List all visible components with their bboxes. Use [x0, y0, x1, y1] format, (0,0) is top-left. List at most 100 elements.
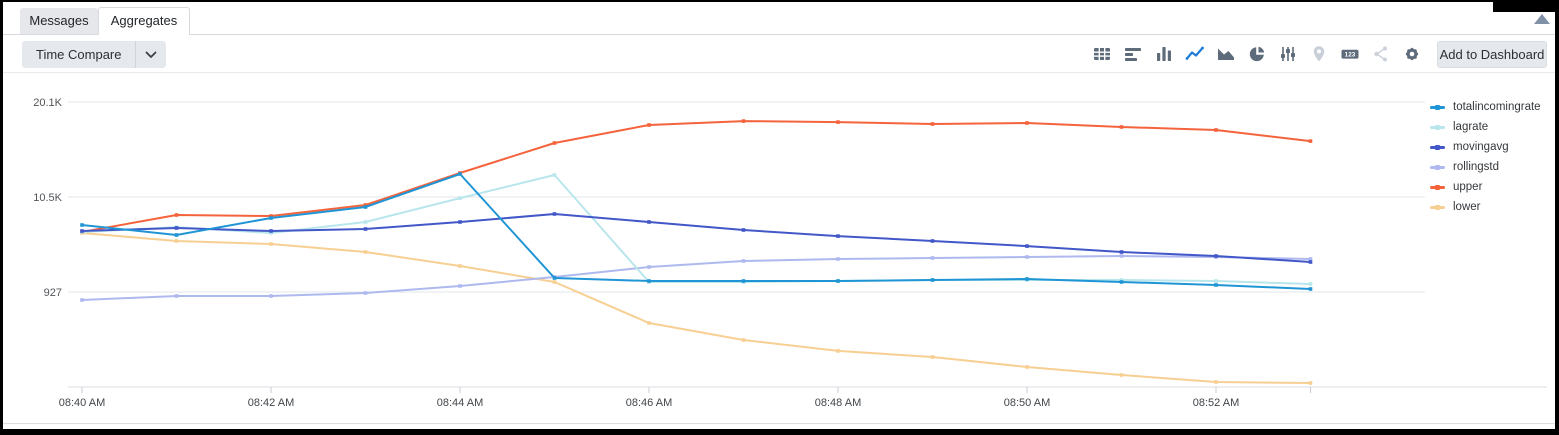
data-point-marker[interactable]	[1025, 121, 1029, 125]
data-point-marker[interactable]	[174, 239, 179, 243]
tab-aggregates[interactable]: Aggregates	[98, 7, 190, 35]
data-point-marker[interactable]	[836, 120, 840, 124]
data-point-marker[interactable]	[552, 141, 557, 145]
data-point-marker[interactable]	[1025, 365, 1029, 369]
data-point-marker[interactable]	[1119, 254, 1124, 258]
data-point-marker[interactable]	[174, 226, 179, 230]
data-point-marker[interactable]	[552, 276, 557, 280]
map-pin-icon[interactable]	[1309, 44, 1329, 64]
data-point-marker[interactable]	[836, 257, 840, 261]
data-point-marker[interactable]	[458, 220, 462, 224]
data-point-marker[interactable]	[1119, 280, 1124, 284]
data-point-marker[interactable]	[930, 256, 935, 260]
data-point-marker[interactable]	[1214, 279, 1218, 283]
data-point-marker[interactable]	[363, 205, 368, 209]
data-point-marker[interactable]	[458, 196, 462, 200]
data-point-marker[interactable]	[741, 338, 746, 342]
data-point-marker[interactable]	[363, 220, 368, 224]
data-point-marker[interactable]	[363, 291, 368, 295]
legend-swatch	[1430, 144, 1445, 150]
data-point-marker[interactable]	[269, 231, 273, 235]
collapse-panel-icon[interactable]	[1534, 14, 1550, 24]
sliders-icon[interactable]	[1278, 44, 1298, 64]
data-point-marker[interactable]	[1308, 257, 1313, 261]
data-point-marker[interactable]	[1025, 255, 1029, 259]
tab-messages[interactable]: Messages	[20, 8, 98, 34]
cluster-icon[interactable]	[1371, 44, 1391, 64]
line-chart-icon[interactable]	[1185, 44, 1205, 64]
legend-item-rollingstd[interactable]: rollingstd	[1430, 157, 1541, 177]
data-point-marker[interactable]	[1214, 380, 1218, 384]
data-point-marker[interactable]	[269, 242, 273, 246]
data-point-marker[interactable]	[1214, 128, 1218, 132]
data-point-marker[interactable]	[458, 264, 462, 268]
data-point-marker[interactable]	[930, 355, 935, 359]
data-point-marker[interactable]	[930, 239, 935, 243]
data-point-marker[interactable]	[174, 233, 179, 237]
data-point-marker[interactable]	[741, 259, 746, 263]
data-point-marker[interactable]	[1119, 250, 1124, 254]
x-axis-tick-label: 08:46 AM	[626, 397, 672, 409]
data-point-marker[interactable]	[80, 298, 84, 302]
data-point-marker[interactable]	[458, 172, 462, 176]
data-point-marker[interactable]	[930, 122, 935, 126]
data-point-marker[interactable]	[552, 280, 557, 284]
data-point-marker[interactable]	[1119, 278, 1124, 282]
series-totalincomingrate	[80, 172, 1313, 291]
data-point-marker[interactable]	[1308, 381, 1313, 385]
add-to-dashboard-button[interactable]: Add to Dashboard	[1437, 41, 1547, 68]
data-point-marker[interactable]	[1025, 277, 1029, 281]
aggregates-line-chart[interactable]: 927 10.5K 20.1K 08:40 AM 08:42 AM 08:44 AM 08:…	[0, 78, 1552, 418]
data-point-marker[interactable]	[647, 220, 651, 224]
data-point-marker[interactable]	[930, 278, 935, 282]
data-point-marker[interactable]	[836, 279, 840, 283]
number-123-icon[interactable]: 123	[1340, 44, 1360, 64]
data-point-marker[interactable]	[647, 279, 651, 283]
data-point-marker[interactable]	[741, 228, 746, 232]
data-point-marker[interactable]	[836, 349, 840, 353]
data-point-marker[interactable]	[647, 265, 651, 269]
legend-item-upper[interactable]: upper	[1430, 177, 1541, 197]
data-point-marker[interactable]	[1308, 282, 1313, 286]
chevron-down-icon[interactable]	[136, 41, 166, 68]
area-chart-icon[interactable]	[1216, 44, 1236, 64]
data-point-marker[interactable]	[1308, 139, 1313, 143]
data-point-marker[interactable]	[552, 173, 557, 177]
data-point-marker[interactable]	[1025, 244, 1029, 248]
data-point-marker[interactable]	[269, 229, 273, 233]
data-point-marker[interactable]	[552, 212, 557, 216]
data-point-marker[interactable]	[458, 284, 462, 288]
data-point-marker[interactable]	[1214, 283, 1218, 287]
data-point-marker[interactable]	[1308, 260, 1313, 264]
data-point-marker[interactable]	[647, 123, 651, 127]
data-point-marker[interactable]	[1308, 287, 1313, 291]
data-point-marker[interactable]	[80, 229, 84, 233]
data-point-marker[interactable]	[741, 119, 746, 123]
data-point-marker[interactable]	[269, 294, 273, 298]
tab-bar-divider	[3, 34, 1555, 35]
pie-chart-icon[interactable]	[1247, 44, 1267, 64]
data-point-marker[interactable]	[363, 227, 368, 231]
bar-chart-icon[interactable]	[1154, 44, 1174, 64]
data-point-marker[interactable]	[363, 203, 368, 207]
data-point-marker[interactable]	[647, 321, 651, 325]
legend-item-lower[interactable]: lower	[1430, 197, 1541, 217]
data-point-marker[interactable]	[741, 279, 746, 283]
horizontal-bars-icon[interactable]	[1123, 44, 1143, 64]
data-point-marker[interactable]	[1119, 125, 1124, 129]
data-point-marker[interactable]	[363, 250, 368, 254]
legend-item-movingavg[interactable]: movingavg	[1430, 137, 1541, 157]
data-point-marker[interactable]	[836, 234, 840, 238]
data-point-marker[interactable]	[1214, 254, 1218, 258]
table-icon[interactable]	[1092, 44, 1112, 64]
time-compare-button[interactable]: Time Compare	[22, 41, 167, 68]
data-point-marker[interactable]	[174, 213, 179, 217]
data-point-marker[interactable]	[269, 214, 273, 218]
data-point-marker[interactable]	[174, 294, 179, 298]
legend-item-totalincomingrate[interactable]: totalincomingrate	[1430, 97, 1541, 117]
data-point-marker[interactable]	[1119, 373, 1124, 377]
legend-item-lagrate[interactable]: lagrate	[1430, 117, 1541, 137]
settings-gear-icon[interactable]	[1402, 44, 1422, 64]
data-point-marker[interactable]	[269, 216, 273, 220]
data-point-marker[interactable]	[80, 223, 84, 227]
